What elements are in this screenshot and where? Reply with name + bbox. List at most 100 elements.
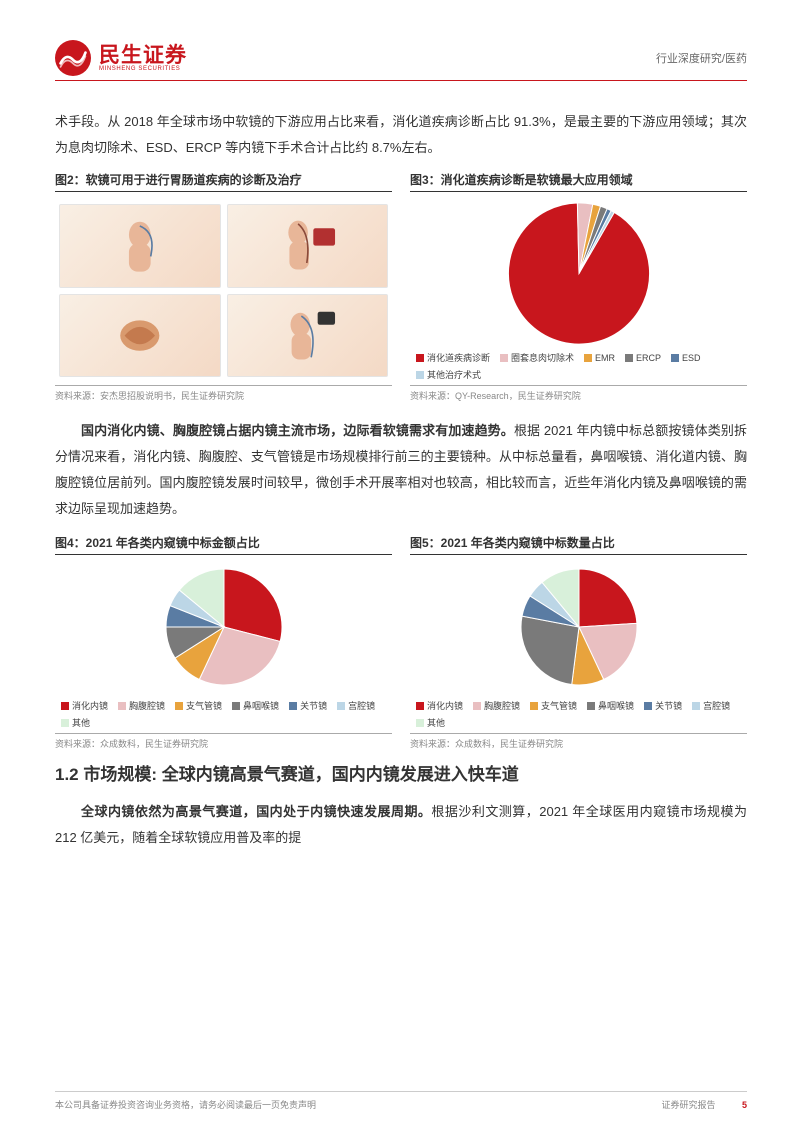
paragraph-3-bold: 全球内镜依然为高景气赛道，国内处于内镜快速发展周期。 (81, 804, 431, 819)
figure-5-body: 消化内镜 胸腹腔镜 支气管镜 鼻咽喉镜 关节镜 宫腔镜其他 (410, 559, 747, 734)
legend-swatch (587, 702, 595, 710)
medical-illustration (227, 204, 389, 288)
legend: 消化内镜 胸腹腔镜 支气管镜 鼻咽喉镜 关节镜 宫腔镜其他 (55, 699, 392, 729)
legend-label: 鼻咽喉镜 (598, 699, 634, 712)
section-heading-1-2: 1.2 市场规模: 全球内镜高景气赛道，国内内镜发展进入快车道 (55, 756, 747, 793)
logo-text-en: MINSHENG SECURITIES (99, 66, 187, 72)
legend-label: ESD (682, 353, 701, 363)
legend-item: 消化内镜 (61, 699, 108, 712)
legend-item: 胸腹腔镜 (118, 699, 165, 712)
logo-text-cn: 民生证券 (99, 45, 187, 66)
figure-3-title: 图3：消化道疾病诊断是软镜最大应用领域 (410, 171, 747, 192)
legend-label: 消化道疾病诊断 (427, 351, 490, 364)
figure-2: 图2：软镜可用于进行胃肠道疾病的诊断及治疗 (55, 171, 392, 402)
legend-swatch (416, 719, 424, 727)
legend-label: 其他 (72, 716, 90, 729)
legend-item: 支气管镜 (530, 699, 577, 712)
legend-swatch (530, 702, 538, 710)
page-header: 民生证券 MINSHENG SECURITIES 行业深度研究/医药 (55, 40, 747, 81)
legend-item: 胸腹腔镜 (473, 699, 520, 712)
legend-label: 支气管镜 (541, 699, 577, 712)
legend-item: 关节镜 (289, 699, 327, 712)
medical-illustration (59, 204, 221, 288)
paragraph-2: 国内消化内镜、胸腹腔镜占据内镜主流市场，边际看软镜需求有加速趋势。根据 2021… (55, 418, 747, 522)
figure-3: 图3：消化道疾病诊断是软镜最大应用领域 消化道疾病诊断 圈套息肉切除术 EMR ERC… (410, 171, 747, 402)
legend-item: 关节镜 (644, 699, 682, 712)
legend-label: 胸腹腔镜 (484, 699, 520, 712)
legend: 消化内镜 胸腹腔镜 支气管镜 鼻咽喉镜 关节镜 宫腔镜其他 (410, 699, 747, 729)
legend-label: 宫腔镜 (348, 699, 375, 712)
footer-disclaimer: 本公司具备证券投资咨询业务资格，请务必阅读最后一页免责声明 (55, 1098, 316, 1111)
page-footer: 本公司具备证券投资咨询业务资格，请务必阅读最后一页免责声明 证券研究报告 5 (55, 1091, 747, 1111)
legend-item: ESD (671, 351, 701, 364)
logo-icon (55, 40, 91, 76)
legend-swatch (232, 702, 240, 710)
logo: 民生证券 MINSHENG SECURITIES (55, 40, 187, 76)
legend-label: 圈套息肉切除术 (511, 351, 574, 364)
footer-report-label: 证券研究报告 (661, 1100, 715, 1110)
legend-swatch (416, 371, 424, 379)
legend-swatch (61, 719, 69, 727)
legend-item: 其他 (416, 716, 445, 729)
figure-4-body: 消化内镜 胸腹腔镜 支气管镜 鼻咽喉镜 关节镜 宫腔镜其他 (55, 559, 392, 734)
legend-swatch (671, 354, 679, 362)
figure-3-body: 消化道疾病诊断 圈套息肉切除术 EMR ERCP ESD 其他治疗术式 (410, 196, 747, 386)
legend-swatch (473, 702, 481, 710)
legend-swatch (61, 702, 69, 710)
legend-label: 鼻咽喉镜 (243, 699, 279, 712)
figure-5-source: 资料来源：众成数科，民生证券研究院 (410, 734, 747, 750)
figure-5-title: 图5：2021 年各类内窥镜中标数量占比 (410, 534, 747, 555)
legend-item: 宫腔镜 (692, 699, 730, 712)
legend-label: 关节镜 (655, 699, 682, 712)
legend-label: 宫腔镜 (703, 699, 730, 712)
legend-label: 支气管镜 (186, 699, 222, 712)
legend-label: 消化内镜 (427, 699, 463, 712)
legend-item: 鼻咽喉镜 (232, 699, 279, 712)
legend-swatch (337, 702, 345, 710)
figure-4: 图4：2021 年各类内窥镜中标金额占比 消化内镜 胸腹腔镜 支气管镜 鼻咽喉镜 关节镜… (55, 534, 392, 750)
legend-label: ERCP (636, 353, 661, 363)
legend-label: 其他治疗术式 (427, 368, 481, 381)
legend-swatch (118, 702, 126, 710)
legend-label: 其他 (427, 716, 445, 729)
legend-item: ERCP (625, 351, 661, 364)
paragraph-1: 术手段。从 2018 年全球市场中软镜的下游应用占比来看，消化道疾病诊断占比 9… (55, 109, 747, 161)
legend-item: 其他治疗术式 (416, 368, 481, 381)
legend-swatch (416, 702, 424, 710)
legend-label: EMR (595, 353, 615, 363)
legend-swatch (175, 702, 183, 710)
legend-item: EMR (584, 351, 615, 364)
legend: 消化道疾病诊断 圈套息肉切除术 EMR ERCP ESD 其他治疗术式 (410, 351, 747, 381)
legend-swatch (289, 702, 297, 710)
legend-item: 宫腔镜 (337, 699, 375, 712)
figure-3-source: 资料来源：QY-Research，民生证券研究院 (410, 386, 747, 402)
figure-4-source: 资料来源：众成数科，民生证券研究院 (55, 734, 392, 750)
pie-chart (149, 563, 299, 691)
legend-label: 消化内镜 (72, 699, 108, 712)
page-number: 5 (742, 1100, 747, 1110)
legend-swatch (692, 702, 700, 710)
legend-item: 其他 (61, 716, 90, 729)
legend-item: 消化内镜 (416, 699, 463, 712)
figure-2-title: 图2：软镜可用于进行胃肠道疾病的诊断及治疗 (55, 171, 392, 192)
legend-swatch (584, 354, 592, 362)
legend-swatch (500, 354, 508, 362)
legend-swatch (625, 354, 633, 362)
legend-item: 鼻咽喉镜 (587, 699, 634, 712)
paragraph-2-bold: 国内消化内镜、胸腹腔镜占据内镜主流市场，边际看软镜需求有加速趋势。 (81, 423, 514, 438)
legend-label: 胸腹腔镜 (129, 699, 165, 712)
legend-item: 消化道疾病诊断 (416, 351, 490, 364)
figure-2-body (55, 196, 392, 386)
paragraph-3: 全球内镜依然为高景气赛道，国内处于内镜快速发展周期。根据沙利文测算，2021 年… (55, 799, 747, 851)
legend-item: 支气管镜 (175, 699, 222, 712)
pie-chart (494, 200, 664, 347)
figure-4-title: 图4：2021 年各类内窥镜中标金额占比 (55, 534, 392, 555)
legend-label: 关节镜 (300, 699, 327, 712)
legend-item: 圈套息肉切除术 (500, 351, 574, 364)
pie-chart (504, 563, 654, 691)
legend-swatch (416, 354, 424, 362)
medical-illustration (59, 294, 221, 378)
header-category: 行业深度研究/医药 (656, 50, 747, 66)
medical-illustration (227, 294, 389, 378)
figure-5: 图5：2021 年各类内窥镜中标数量占比 消化内镜 胸腹腔镜 支气管镜 鼻咽喉镜 关节镜… (410, 534, 747, 750)
